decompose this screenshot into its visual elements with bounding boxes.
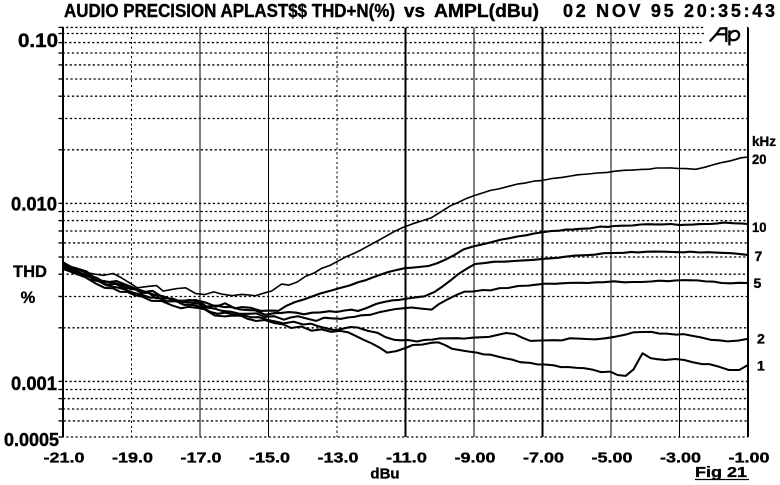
svg-text:-19.0: -19.0 bbox=[112, 451, 153, 467]
svg-text:Fig 21: Fig 21 bbox=[695, 464, 747, 481]
svg-text:%: % bbox=[21, 289, 36, 307]
svg-text:THD: THD bbox=[13, 263, 47, 281]
svg-text:AUDIO PRECISION APLAST$$ THD+N: AUDIO PRECISION APLAST$$ THD+N(%) bbox=[64, 0, 395, 21]
svg-text:0.10: 0.10 bbox=[18, 29, 58, 51]
svg-text:kHz: kHz bbox=[752, 134, 776, 149]
svg-text:0.0005: 0.0005 bbox=[4, 429, 59, 450]
svg-text:0.010: 0.010 bbox=[11, 193, 57, 215]
svg-text:-21.0: -21.0 bbox=[44, 451, 85, 467]
svg-text:-7.00: -7.00 bbox=[523, 451, 564, 467]
svg-text:-5.00: -5.00 bbox=[592, 451, 633, 467]
svg-text:-11.0: -11.0 bbox=[386, 451, 427, 467]
svg-text:AMPL(dBu): AMPL(dBu) bbox=[434, 0, 539, 21]
svg-text:-3.00: -3.00 bbox=[660, 451, 701, 467]
svg-text:02 NOV 95 20:35:43: 02 NOV 95 20:35:43 bbox=[563, 1, 778, 21]
svg-text:7: 7 bbox=[755, 248, 763, 264]
svg-text:5: 5 bbox=[754, 275, 762, 291]
svg-text:0.001: 0.001 bbox=[11, 372, 57, 394]
svg-text:vs: vs bbox=[404, 0, 425, 21]
svg-text:-1.00: -1.00 bbox=[729, 451, 770, 467]
svg-text:2: 2 bbox=[757, 331, 765, 347]
svg-text:-13.0: -13.0 bbox=[318, 451, 359, 467]
svg-text:10: 10 bbox=[752, 219, 767, 235]
svg-text:dBu: dBu bbox=[370, 466, 399, 483]
svg-text:20: 20 bbox=[752, 151, 767, 167]
svg-text:1: 1 bbox=[757, 358, 765, 374]
svg-text:-9.00: -9.00 bbox=[455, 451, 496, 467]
svg-text:-17.0: -17.0 bbox=[181, 451, 222, 467]
svg-text:-15.0: -15.0 bbox=[249, 451, 290, 467]
